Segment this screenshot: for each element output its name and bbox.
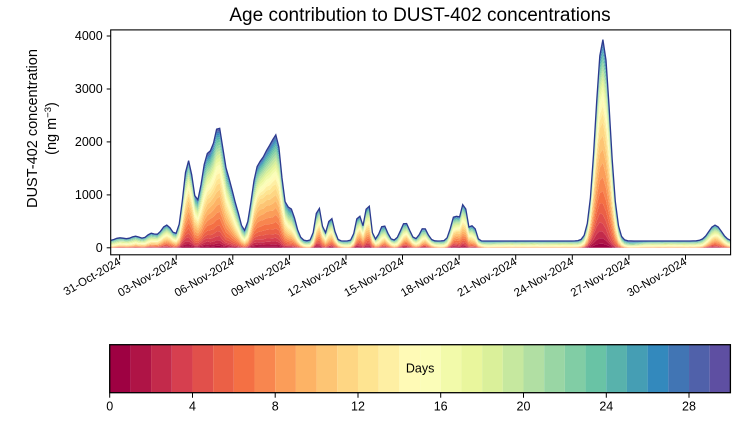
svg-text:3000: 3000 xyxy=(75,82,103,96)
svg-text:18-Nov-2024: 18-Nov-2024 xyxy=(399,256,463,300)
svg-text:30-Nov-2024: 30-Nov-2024 xyxy=(625,256,689,300)
svg-text:03-Nov-2024: 03-Nov-2024 xyxy=(116,256,180,300)
svg-text:1000: 1000 xyxy=(75,188,103,202)
svg-text:24: 24 xyxy=(599,400,613,414)
svg-text:28: 28 xyxy=(682,400,696,414)
svg-text:06-Nov-2024: 06-Nov-2024 xyxy=(173,256,237,300)
svg-text:Days: Days xyxy=(406,362,434,376)
svg-text:16: 16 xyxy=(434,400,448,414)
svg-text:12: 12 xyxy=(351,400,365,414)
svg-text:09-Nov-2024: 09-Nov-2024 xyxy=(229,256,293,300)
svg-text:31-Oct-2024: 31-Oct-2024 xyxy=(62,256,124,299)
svg-text:15-Nov-2024: 15-Nov-2024 xyxy=(342,256,406,300)
svg-text:4: 4 xyxy=(189,400,196,414)
svg-text:21-Nov-2024: 21-Nov-2024 xyxy=(456,256,520,300)
svg-text:4000: 4000 xyxy=(75,29,103,43)
svg-text:0: 0 xyxy=(96,241,103,255)
svg-text:2000: 2000 xyxy=(75,135,103,149)
svg-text:24-Nov-2024: 24-Nov-2024 xyxy=(512,256,576,300)
svg-text:0: 0 xyxy=(106,400,113,414)
svg-text:8: 8 xyxy=(272,400,279,414)
svg-text:27-Nov-2024: 27-Nov-2024 xyxy=(569,256,633,300)
svg-text:20: 20 xyxy=(517,400,531,414)
svg-text:12-Nov-2024: 12-Nov-2024 xyxy=(286,256,350,300)
